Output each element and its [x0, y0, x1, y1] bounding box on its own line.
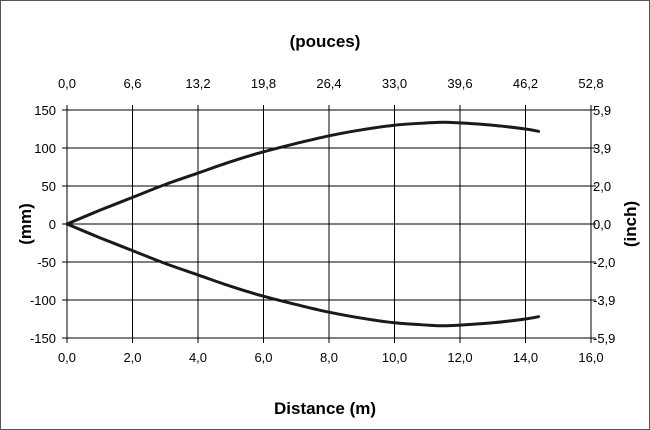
x-tick-label: 2,0: [123, 350, 141, 365]
top-axis-title: (pouces): [290, 32, 361, 51]
x-tick-label: 6,0: [254, 350, 272, 365]
y-axis-title: (mm): [16, 203, 35, 245]
x-tick-label: 10,0: [382, 350, 407, 365]
right-tick-label: -5,9: [593, 331, 615, 346]
top-tick-label: 13,2: [185, 76, 210, 91]
y-tick-label: -50: [37, 255, 56, 270]
x-tick-label: 14,0: [513, 350, 538, 365]
x-axis-title: Distance (m): [274, 399, 376, 418]
top-tick-label: 52,8: [578, 76, 603, 91]
x-tick-label: 8,0: [320, 350, 338, 365]
y-tick-label: 150: [34, 103, 56, 118]
top-tick-label: 46,2: [513, 76, 538, 91]
top-tick-label: 39,6: [447, 76, 472, 91]
top-tick-label: 6,6: [123, 76, 141, 91]
x-tick-label: 16,0: [578, 350, 603, 365]
right-axis-title: (inch): [621, 201, 640, 247]
y-tick-label: 0: [49, 217, 56, 232]
lower-curve: [65, 222, 541, 328]
y-tick-label: -150: [30, 331, 56, 346]
grid: [67, 110, 591, 338]
y-tick-label: 100: [34, 141, 56, 156]
x-tick-label: 0,0: [58, 350, 76, 365]
x-tick-label: 12,0: [447, 350, 472, 365]
top-tick-label: 0,0: [58, 76, 76, 91]
right-tick-label: -2,0: [593, 255, 615, 270]
x-tick-label: 4,0: [189, 350, 207, 365]
top-tick-label: 26,4: [316, 76, 341, 91]
right-tick-label: 0,0: [593, 217, 611, 232]
y-tick-label: 50: [42, 179, 56, 194]
series-group: [65, 120, 541, 328]
top-tick-label: 33,0: [382, 76, 407, 91]
y-tick-label: -100: [30, 293, 56, 308]
upper-curve: [65, 120, 541, 226]
right-tick-label: 3,9: [593, 141, 611, 156]
right-tick-label: -3,9: [593, 293, 615, 308]
tick-labels: 0,0 0,0 2,0 6,6 4,0 13,2 6,0 19,8 8,0 26,4 10,0 33,…: [30, 76, 615, 365]
right-tick-label: 2,0: [593, 179, 611, 194]
right-tick-label: 5,9: [593, 103, 611, 118]
tick-marks: [62, 105, 596, 343]
top-tick-label: 19,8: [251, 76, 276, 91]
